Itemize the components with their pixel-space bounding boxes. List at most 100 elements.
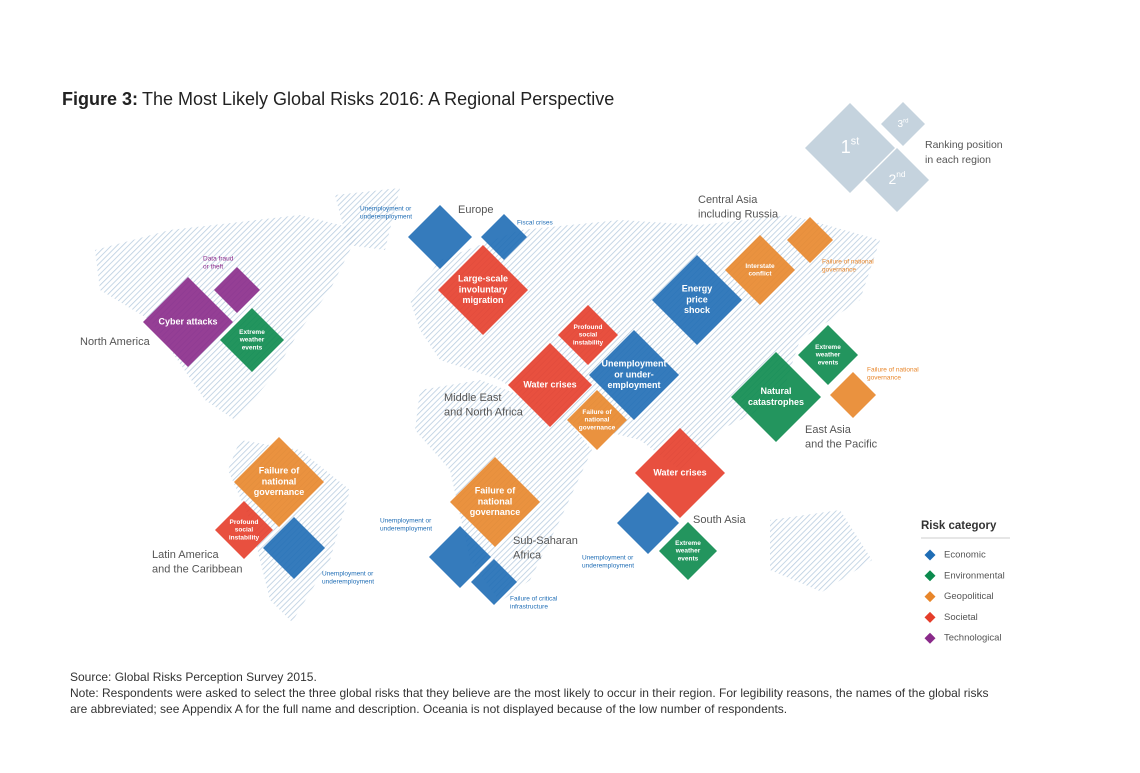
legend-label: Economic: [944, 550, 986, 561]
legend-label: Technological: [944, 633, 1002, 644]
diamond: [481, 214, 527, 260]
diamond: [263, 517, 325, 579]
risk-label: Large-scale: [458, 274, 508, 284]
risk-label: Failure of national: [822, 259, 874, 266]
risk-label: instability: [573, 340, 604, 347]
diamond: [865, 148, 929, 212]
diamond: [659, 522, 717, 580]
ranking-key: 1st 3rd 2nd Ranking position in each region: [805, 102, 1003, 212]
diamond: [731, 352, 821, 442]
risk-label: or under-: [614, 369, 654, 379]
region-label: Sub-Saharan: [513, 535, 578, 547]
diamond: [924, 591, 936, 603]
diamond: [798, 325, 858, 385]
diamond: [215, 501, 273, 559]
risk-label: Profound: [230, 519, 259, 526]
risk-label: events: [242, 345, 263, 352]
region-label: Africa: [513, 549, 542, 561]
diamond: [471, 559, 517, 605]
note: Note: Respondents were asked to select t…: [70, 686, 988, 700]
risk-label: conflict: [748, 271, 772, 278]
diamond: [881, 102, 925, 146]
risk-label: Data fraud: [203, 256, 234, 263]
title-text: The Most Likely Global Risks 2016: A Reg…: [142, 89, 614, 109]
risk: Water crises: [635, 428, 725, 518]
region-label: Latin America: [152, 549, 220, 561]
risk-label: or theft: [203, 264, 223, 271]
diamond: [450, 457, 540, 547]
risk-label: underemployment: [582, 563, 634, 570]
risk-label: events: [818, 360, 839, 367]
rank-number: 2: [888, 171, 896, 187]
region-label: South Asia: [693, 514, 746, 526]
legend-label: Geopolitical: [944, 591, 994, 602]
risk-label: Extreme: [675, 540, 701, 547]
region-label: East Asia: [805, 424, 852, 436]
risk-label: Fiscal crises: [517, 220, 554, 227]
diamond: [508, 343, 592, 427]
region-label: Central Asia: [698, 194, 758, 206]
risk-label: national: [585, 417, 610, 424]
diamond: [234, 437, 324, 527]
risk-label: social: [579, 332, 598, 339]
risk-label: social: [235, 527, 254, 534]
diamond: [429, 526, 491, 588]
diamond: [787, 217, 833, 263]
diamond: [924, 611, 936, 623]
risk-label: Unemployment or: [322, 571, 374, 578]
risk-label: catastrophes: [748, 397, 804, 407]
risk-label: price: [686, 294, 708, 304]
rank-number: 3: [898, 119, 904, 130]
note: are abbreviated; see Appendix A for the …: [70, 702, 787, 716]
risk-label: governance: [822, 267, 856, 274]
region-label: and North Africa: [444, 406, 524, 418]
diamond: [214, 267, 260, 313]
risk-label: underemployment: [322, 579, 374, 586]
rank-number: 1: [841, 137, 851, 157]
risk-label: shock: [684, 305, 711, 315]
risk-label: national: [478, 496, 513, 506]
risk-label: governance: [254, 487, 305, 497]
risk-label: Water crises: [523, 379, 576, 389]
risk-diamonds: North America Cyber attacks Extremeweather…: [80, 194, 919, 611]
risk: Water crises: [508, 343, 592, 427]
legend-label: Societal: [944, 612, 978, 623]
legend: Risk category Economic Environmental Geopol…: [921, 520, 1010, 644]
diamond: [589, 330, 679, 420]
risk-label: governance: [579, 425, 616, 432]
diamond: [408, 205, 472, 269]
risk-label: Unemployment: [601, 359, 666, 369]
risk: Fiscal crises: [481, 214, 554, 260]
risk-label: Failure of: [259, 466, 301, 476]
risk-label: Energy: [682, 284, 713, 294]
risk-label: employment: [607, 380, 660, 390]
region-label: including Russia: [698, 208, 779, 220]
risk-label: underemployment: [380, 526, 432, 533]
risk-label: governance: [867, 375, 901, 382]
diamond: [567, 390, 627, 450]
region-label: and the Caribbean: [152, 563, 243, 575]
risk-label: events: [678, 556, 699, 563]
figure-title: Figure 3: The Most Likely Global Risks 20…: [62, 89, 614, 109]
diamond: [830, 372, 876, 418]
region-label: North America: [80, 336, 151, 348]
key-caption: in each region: [925, 154, 991, 166]
rank-suffix: rd: [903, 118, 908, 124]
diamond: [635, 428, 725, 518]
risk-label: infrastructure: [510, 604, 548, 611]
risk-label: Cyber attacks: [158, 316, 217, 326]
diamond: [924, 570, 936, 582]
